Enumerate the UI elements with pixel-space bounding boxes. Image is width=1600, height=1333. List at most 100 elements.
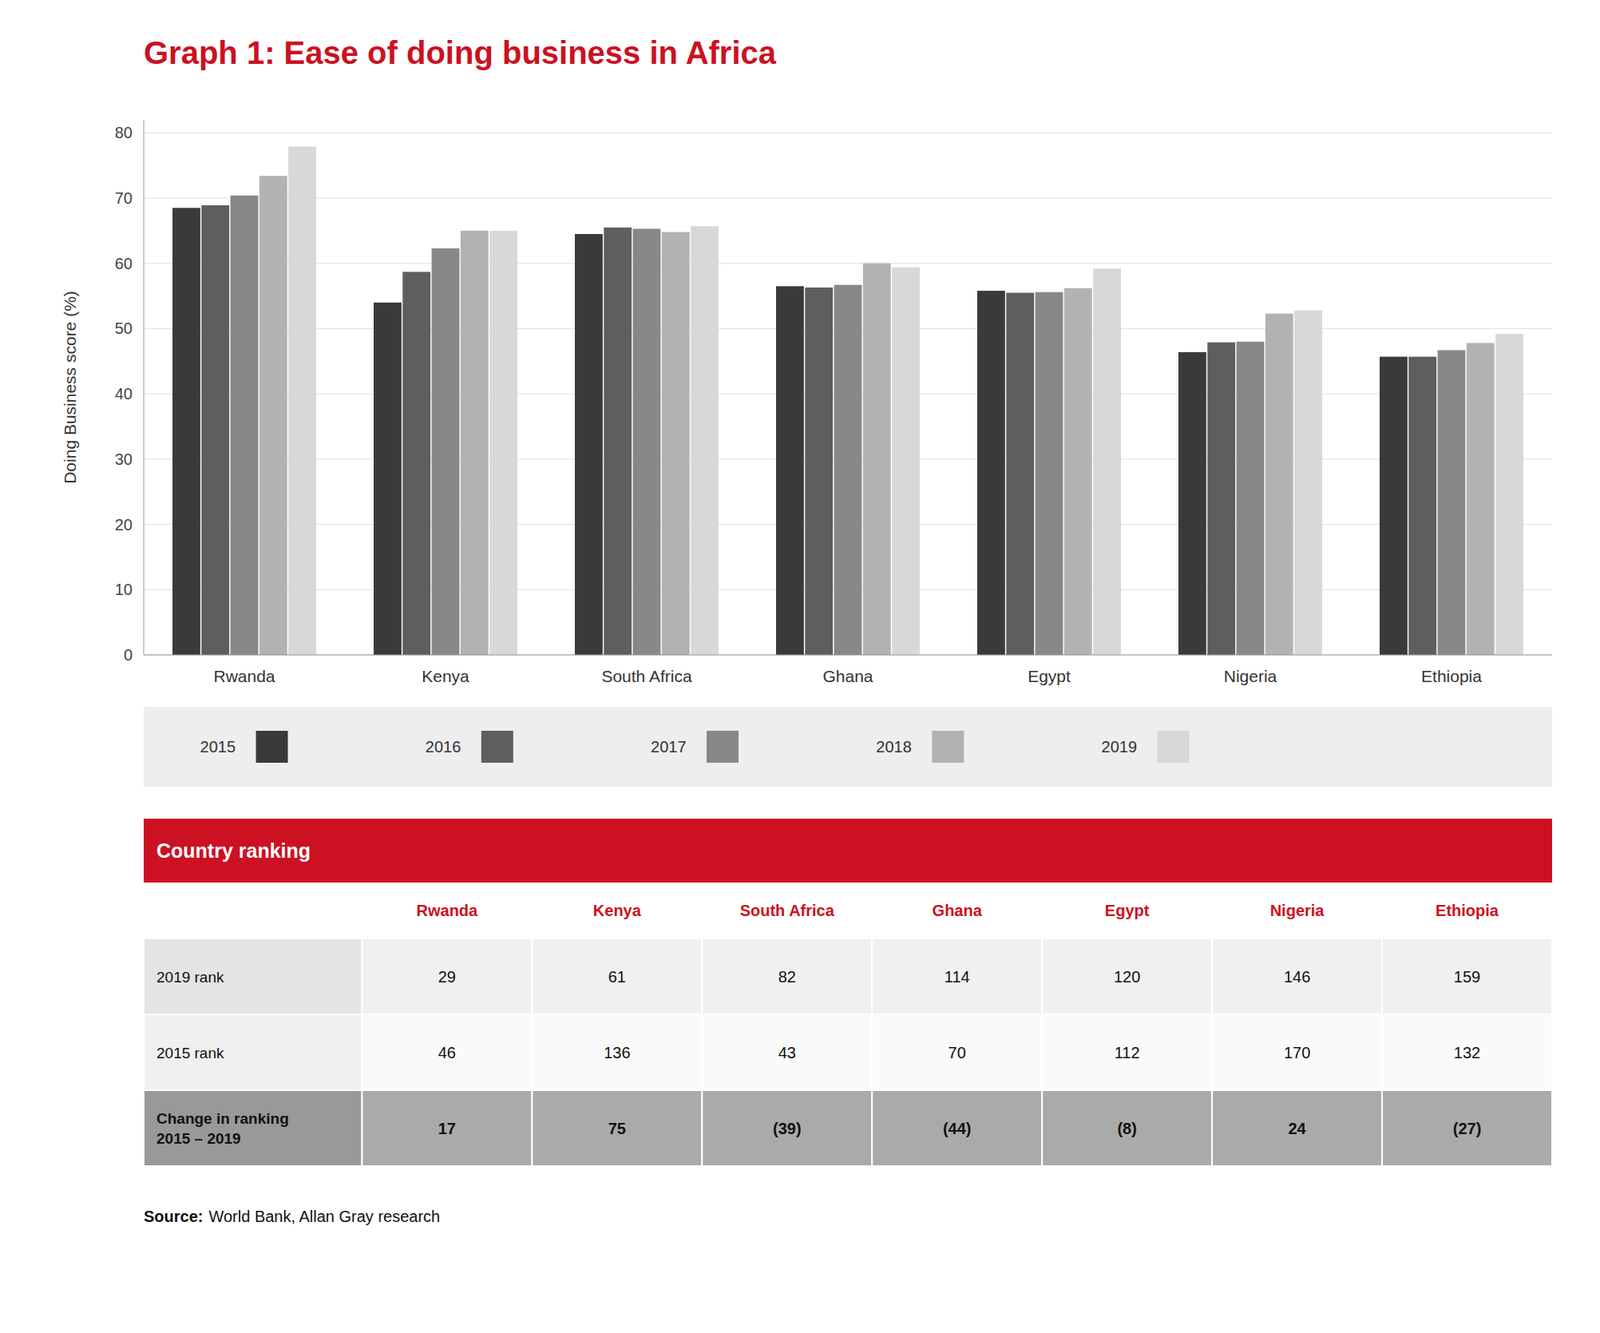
bar [1005, 293, 1034, 655]
table-cell [361, 938, 532, 1014]
bar [201, 205, 230, 655]
legend-swatch [1157, 730, 1190, 763]
y-tick-label: 0 [123, 645, 133, 664]
table-label-cell [143, 938, 362, 1014]
table-cell [1041, 938, 1212, 1014]
table-column-header: Kenya [593, 901, 642, 919]
table-value: 120 [1113, 967, 1141, 986]
legend-background [143, 706, 1553, 787]
table-row-label-line: 2015 rank [156, 1044, 225, 1062]
table-cell [1382, 938, 1553, 1014]
y-tick-label: 60 [114, 254, 133, 273]
bar [402, 271, 431, 655]
table-cell [531, 938, 702, 1014]
table-column-header: Rwanda [416, 901, 480, 919]
table-value: 61 [608, 967, 626, 986]
source: Source: World Bank, Allan Gray research [143, 1207, 440, 1225]
bar [776, 285, 804, 655]
bar [1379, 356, 1408, 655]
bar [1035, 292, 1064, 655]
table-row-label: 2015 rank [156, 1044, 225, 1062]
bar [977, 290, 1006, 655]
bar [373, 302, 402, 655]
grid-line [143, 198, 1553, 199]
table-cell [701, 1089, 872, 1166]
bar [1437, 349, 1466, 655]
table-row-label: 2019 rank [156, 968, 225, 986]
table-value: 114 [944, 967, 971, 986]
table-cell [1382, 1013, 1553, 1090]
x-tick-label: Kenya [421, 666, 470, 686]
table-value: (8) [1116, 1119, 1137, 1137]
table-value: (39) [772, 1119, 802, 1137]
bar [431, 248, 460, 655]
bar [603, 227, 632, 655]
y-tick-label: 70 [114, 189, 133, 207]
grid-line [143, 654, 1553, 656]
table-value: 136 [603, 1043, 630, 1062]
table-cell [701, 1013, 872, 1090]
table-title-background [143, 818, 1553, 883]
table-row-label-line: 2015 – 2019 [156, 1129, 242, 1147]
y-axis-label: Doing Business score (%) [60, 290, 80, 484]
source-label: Source: [143, 1207, 203, 1225]
legend-label: 2018 [875, 737, 912, 756]
table-cell [871, 1013, 1042, 1090]
table-value: 75 [608, 1119, 626, 1137]
y-tick-label: 20 [114, 515, 133, 534]
table-value: 43 [778, 1043, 797, 1062]
y-tick-label: 30 [114, 450, 133, 468]
table-value: 112 [1114, 1043, 1141, 1062]
table-cell [1211, 938, 1383, 1014]
table-cell [1211, 1013, 1383, 1090]
table-cell [1211, 1089, 1383, 1166]
bar [1207, 342, 1236, 655]
table-row-label: Change in ranking2015 – 2019 [156, 1109, 290, 1147]
table-cell [1041, 1089, 1212, 1166]
x-tick-label: Egypt [1027, 666, 1071, 686]
bar [489, 230, 518, 655]
bar [690, 225, 719, 655]
bar [834, 285, 863, 655]
legend: 20152016201720182019 [143, 706, 1553, 787]
legend-label: 2019 [1101, 737, 1138, 756]
table-label-cell [143, 1089, 362, 1166]
table: Country rankingRwandaKenyaSouth AfricaGh… [143, 818, 1553, 1166]
y-tick-label: 40 [114, 384, 133, 403]
bar [633, 228, 662, 655]
table-column-header: Ethiopia [1435, 901, 1500, 919]
y-tick-label: 80 [114, 123, 133, 142]
bar [460, 230, 489, 655]
x-tick-label: Ghana [822, 666, 873, 686]
table-cell [361, 1089, 532, 1166]
bar [1064, 288, 1093, 655]
legend-swatch [256, 730, 289, 763]
grid-line [143, 262, 1553, 264]
table-value: (44) [942, 1119, 972, 1137]
table-value: 17 [438, 1119, 456, 1137]
table-cell [531, 1013, 702, 1090]
bar [288, 146, 317, 656]
table-cell [871, 938, 1042, 1014]
legend-swatch [931, 730, 964, 763]
table-column-header: South Africa [740, 901, 836, 919]
x-axis-line [143, 654, 1553, 656]
table-value: (27) [1453, 1119, 1482, 1137]
legend-label: 2017 [650, 737, 687, 756]
table-value: 146 [1283, 967, 1311, 986]
table-cell [871, 1089, 1042, 1166]
table-cell [1382, 1089, 1553, 1166]
y-tick-label: 10 [114, 580, 133, 599]
y-tick-label: 50 [114, 319, 133, 337]
table-column-header: Ghana [932, 901, 983, 919]
table-value: 159 [1453, 967, 1481, 986]
table-cell [701, 938, 872, 1014]
bar [574, 233, 603, 655]
bar [1236, 341, 1265, 655]
legend-label: 2016 [425, 737, 462, 756]
bar [1294, 310, 1323, 655]
table-value: 70 [948, 1043, 967, 1062]
source-text: World Bank, Allan Gray research [208, 1207, 440, 1225]
y-axis-line [143, 119, 145, 655]
x-tick-label: Nigeria [1223, 666, 1278, 686]
